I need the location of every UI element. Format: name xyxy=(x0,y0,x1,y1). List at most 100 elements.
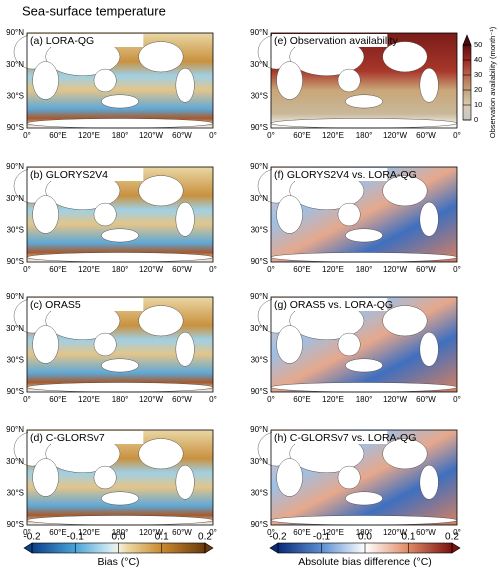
lat-label: 30°N xyxy=(6,324,24,333)
lat-label: 30°S xyxy=(251,488,268,497)
panel-label-bg xyxy=(28,34,144,47)
panel-label-bg xyxy=(272,34,388,47)
land xyxy=(382,41,428,73)
land xyxy=(101,94,139,109)
lon-label: 120°E xyxy=(322,265,344,274)
colorbar-extend xyxy=(204,542,214,554)
colorbar-tick-label: 40 xyxy=(474,55,482,64)
lat-label: 90°N xyxy=(250,425,268,434)
land xyxy=(270,382,458,393)
lon-label: 0° xyxy=(267,395,275,404)
lon-label: 60°W xyxy=(416,131,436,140)
lat-label: 30°S xyxy=(251,91,268,100)
lon-label: 60°E xyxy=(293,528,310,537)
lon-label: 180° xyxy=(112,395,129,404)
map-frame xyxy=(26,429,214,526)
land xyxy=(419,67,439,103)
panel-label: (b) GLORYS2V4 xyxy=(30,169,108,181)
land xyxy=(26,118,214,129)
lat-label: 30°N xyxy=(6,194,24,203)
colorbar-tick-label: -0.2 xyxy=(23,532,41,543)
lon-label: 0° xyxy=(453,395,461,404)
lon-label: 60°W xyxy=(416,265,436,274)
colorbar-tick-label: 0.2 xyxy=(198,532,212,543)
land xyxy=(138,175,184,207)
map-panel: (h) C-GLORSv7 vs. LORA-QG 90°N 30°N 30°S 90°… xyxy=(250,425,461,537)
lon-label: 0° xyxy=(23,528,31,537)
land xyxy=(175,331,195,367)
lat-label: 30°N xyxy=(250,60,268,69)
lat-label: 90°N xyxy=(250,162,268,171)
lon-label: 180° xyxy=(356,265,373,274)
lon-label: 60°W xyxy=(172,131,192,140)
panel-label: (e) Observation availability xyxy=(274,35,398,47)
land xyxy=(93,68,117,93)
lat-label: 90°S xyxy=(251,387,268,396)
land xyxy=(175,67,195,103)
lon-label: 0° xyxy=(23,395,31,404)
land xyxy=(276,325,303,364)
panel-label-bg xyxy=(28,298,144,311)
lat-label: 30°N xyxy=(6,457,24,466)
panel-label: (d) C-GLORSv7 xyxy=(30,432,105,444)
land xyxy=(32,195,59,234)
lon-label: 120°W xyxy=(383,395,408,404)
colorbar-label: Bias (°C) xyxy=(97,556,139,568)
colorbar-extend xyxy=(451,542,461,554)
land xyxy=(382,438,428,470)
lon-label: 120°W xyxy=(383,265,408,274)
lon-label: 180° xyxy=(356,528,373,537)
land xyxy=(382,305,428,337)
lon-label: 60°E xyxy=(49,528,66,537)
map-frame xyxy=(270,296,458,393)
lon-label: 0° xyxy=(209,395,217,404)
land xyxy=(26,252,214,263)
lon-label: 60°E xyxy=(49,395,66,404)
lon-label: 0° xyxy=(267,528,275,537)
land xyxy=(93,202,117,227)
map-frame xyxy=(26,166,214,263)
lat-label: 30°S xyxy=(251,355,268,364)
land xyxy=(270,252,458,263)
lon-label: 60°E xyxy=(49,265,66,274)
lon-label: 180° xyxy=(112,131,129,140)
colorbar-extend xyxy=(269,542,279,554)
lat-label: 90°S xyxy=(7,387,24,396)
colorbar-tick-label: 50 xyxy=(474,40,482,49)
land xyxy=(138,305,184,337)
land xyxy=(101,358,139,373)
colorbar-label: Absolute bias difference (°C) xyxy=(298,556,432,568)
lon-label: 0° xyxy=(453,528,461,537)
land xyxy=(270,515,458,526)
colorbar-tick-label: 20 xyxy=(474,85,482,94)
map-frame xyxy=(270,429,458,526)
colorbar-tick-label: 10 xyxy=(474,100,482,109)
land xyxy=(26,382,214,393)
map-panel: (e) Observation availability 90°N 30°N 30°S… xyxy=(250,28,461,140)
land xyxy=(345,94,383,109)
lon-label: 120°E xyxy=(78,131,100,140)
map-frame xyxy=(26,32,214,129)
lat-label: 90°S xyxy=(7,520,24,529)
colorbar-label: Observation availability (month⁻¹) xyxy=(488,26,497,138)
lat-label: 90°N xyxy=(250,28,268,37)
land xyxy=(32,61,59,100)
land xyxy=(138,41,184,73)
lon-label: 0° xyxy=(209,265,217,274)
lon-label: 60°E xyxy=(293,265,310,274)
lat-label: 90°S xyxy=(7,257,24,266)
lat-label: 90°N xyxy=(6,162,24,171)
lon-label: 60°E xyxy=(293,395,310,404)
lon-label: 120°W xyxy=(383,131,408,140)
map-frame xyxy=(26,296,214,393)
land xyxy=(138,438,184,470)
lon-label: 60°W xyxy=(416,528,436,537)
lat-label: 90°S xyxy=(251,257,268,266)
lon-label: 0° xyxy=(267,131,275,140)
panel-label-bg xyxy=(28,431,144,444)
lon-label: 120°E xyxy=(322,528,344,537)
land xyxy=(32,458,59,497)
colorbar-tick-label: 0.1 xyxy=(155,532,169,543)
